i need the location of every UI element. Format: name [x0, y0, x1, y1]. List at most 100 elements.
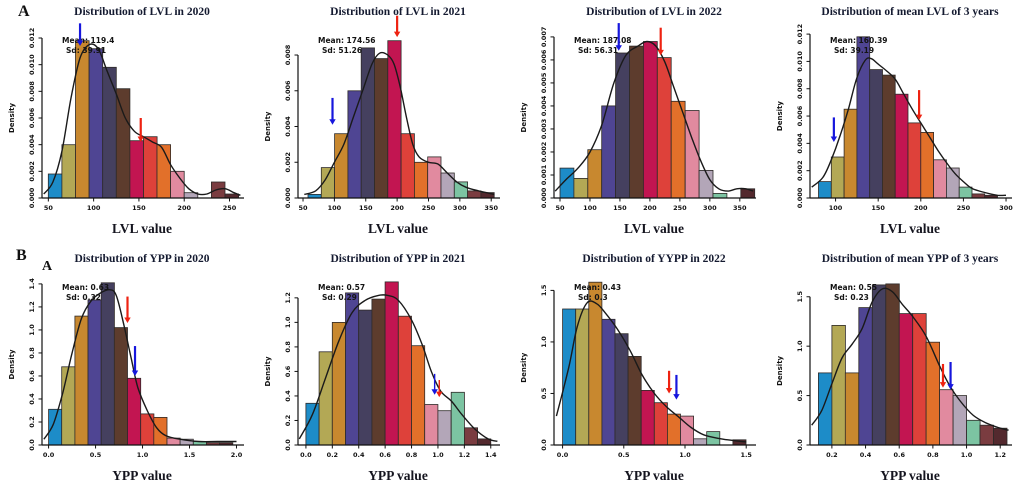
histogram-plot-yypp-2022: 0.0 0.5 1.0 1.5 0.0 0.5 1.0 1.5 Density Mean: 0.4… [520, 281, 756, 459]
mean-annotation: Mean: 0.63 [62, 283, 109, 292]
y-tick-label: 1.5 [796, 291, 804, 303]
y-tick-label: 0.000 [796, 187, 804, 208]
histogram-bar [653, 402, 668, 446]
histogram-bar [450, 391, 465, 446]
mean-annotation: Mean: 187.08 [574, 36, 632, 45]
histogram-bar [885, 283, 900, 446]
histogram-bar [575, 308, 590, 446]
x-tick-label: 0.0 [300, 451, 312, 459]
x-tick-label: 1.5 [184, 451, 196, 459]
sd-annotation: Sd: 0.32 [66, 293, 101, 302]
x-axis-label: YPP value [368, 468, 428, 483]
y-tick-label: 1.2 [284, 292, 292, 304]
chart-yypp-2022: Distribution of YYPP in 2022 0.0 0.5 1.0 1.… [512, 247, 768, 494]
x-tick-label: 250 [422, 204, 436, 212]
x-axis-label: LVL value [880, 221, 940, 236]
histogram-bar [629, 45, 644, 199]
histogram-plot-ypp-2020: 0.0 0.5 1.0 1.5 2.0 0.0 0.2 0.4 0.6 0.8 1.0 1.2 1.4 D… [8, 278, 244, 459]
histogram-bar [856, 36, 871, 199]
y-tick-label: 0.006 [284, 80, 292, 101]
y-tick-label: 0.001 [540, 164, 548, 185]
y-tick-label: 0.005 [540, 72, 548, 93]
x-axis-label: YPP value [624, 468, 684, 483]
panel-label-b-sub-a: A [42, 259, 53, 274]
y-tick-label: 0.2 [28, 416, 36, 428]
y-tick-label: 0.8 [284, 341, 292, 353]
histogram-bar [360, 47, 375, 199]
x-tick-label: 100 [328, 204, 342, 212]
histogram-bar [345, 292, 360, 446]
y-tick-label: 0.6 [284, 365, 292, 377]
mean-annotation: Mean: 0.43 [574, 283, 621, 292]
x-tick-label: 200 [643, 204, 657, 212]
x-tick-label: 150 [132, 204, 146, 212]
histogram-bar [920, 132, 935, 199]
y-tick-label: 0.004 [540, 95, 548, 116]
histogram-bar [424, 404, 439, 446]
x-tick-label: 200 [177, 204, 191, 212]
y-axis-label: Density [520, 102, 528, 132]
histogram-bar [869, 69, 883, 199]
histogram-bar [358, 309, 373, 446]
blue-arrow-head [615, 45, 622, 51]
y-tick-label: 0.004 [284, 116, 292, 137]
histogram-bar [740, 188, 756, 199]
sd-annotation: Sd: 0.29 [322, 293, 357, 302]
blue-arrow-head [673, 394, 680, 400]
histogram-bar [113, 327, 128, 446]
chart-lvl-2020: Distribution of LVL in 2020 50 100 150 200 2… [0, 0, 256, 247]
x-tick-label: 1.0 [961, 451, 973, 459]
y-tick-label: 0.008 [284, 44, 292, 65]
histogram-bar [640, 390, 655, 446]
y-tick-label: 0.002 [284, 152, 292, 173]
chart-title: Distribution of YPP in 2021 [330, 253, 466, 265]
x-tick-label: 0.8 [927, 451, 939, 459]
histogram-bar [601, 318, 616, 446]
x-axis-label: YPP value [112, 468, 172, 483]
histogram-bar [831, 325, 846, 446]
x-tick-label: 250 [957, 204, 971, 212]
histogram-bar [979, 424, 994, 446]
panel-label-b: B [16, 247, 27, 264]
red-arrow-head [124, 317, 131, 324]
histogram-bar [100, 282, 115, 446]
y-tick-label: 0.006 [28, 107, 36, 128]
x-tick-label: 100 [87, 204, 101, 212]
histogram-bar [129, 140, 144, 199]
histogram-bar [843, 108, 858, 199]
histogram-bar [698, 169, 714, 199]
y-tick-label: 0.010 [28, 54, 36, 75]
histogram-bar [670, 100, 686, 199]
histogram-bar [952, 395, 968, 446]
histogram-bar [467, 190, 482, 199]
blue-arrow-head [76, 40, 84, 46]
blue-arrow-head [947, 384, 954, 390]
chart-ypp-2020: Distribution of YPP in 2020 0.0 0.5 1.0 1.5… [0, 247, 256, 494]
histogram-bar [898, 313, 914, 446]
red-arrow-head [665, 387, 673, 394]
density-curve [304, 51, 495, 196]
histogram-bar [933, 159, 947, 199]
x-tick-label: 200 [914, 204, 928, 212]
histogram-bar [971, 193, 986, 199]
histogram-plot-mean-ypp: 0.2 0.4 0.6 0.8 1.0 1.2 0.0 0.5 1.0 1.5 Density Mea… [776, 283, 1012, 459]
y-axis-label: Density [8, 349, 16, 379]
x-axis-label: LVL value [368, 221, 428, 236]
sd-annotation: Sd: 56.31 [578, 46, 618, 55]
histogram-bar [830, 156, 845, 199]
y-axis-label: Density [8, 103, 16, 133]
y-tick-label: 1.4 [28, 278, 36, 290]
blue-arrow-head [830, 136, 838, 142]
histogram-bar [374, 58, 389, 199]
chart-mean-ypp-3years: Distribution of mean YPP of 3 years 0.2 0… [768, 247, 1024, 494]
y-tick-label: 0.007 [540, 27, 548, 48]
chart-mean-lvl-3years: Distribution of mean LVL of 3 years 100 1… [768, 0, 1024, 247]
x-tick-label: 1.5 [740, 451, 752, 459]
red-arrow-head [393, 31, 401, 38]
blue-arrow-head [131, 370, 139, 376]
chart-title: Distribution of LVL in 2020 [74, 6, 210, 18]
histogram-bar [615, 52, 630, 199]
histogram-bar [440, 172, 455, 199]
y-tick-label: 1.0 [540, 336, 548, 348]
